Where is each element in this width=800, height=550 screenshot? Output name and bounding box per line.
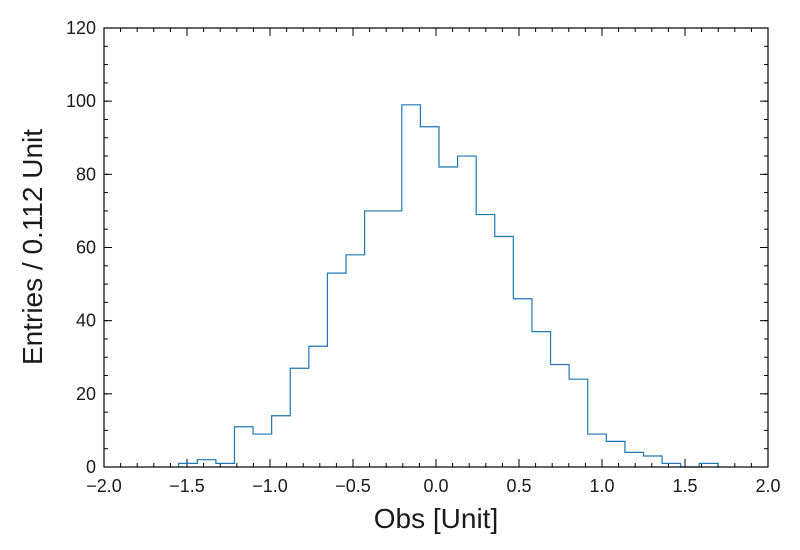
- y-tick-label: 40: [76, 311, 96, 331]
- x-tick-label: 0.0: [423, 476, 448, 496]
- x-tick-label: 2.0: [755, 476, 780, 496]
- x-tick-label: −1.5: [169, 476, 205, 496]
- x-tick-label: −1.0: [252, 476, 288, 496]
- x-tick-labels: −2.0 −1.5 −1.0 −0.5 0.0 0.5 1.0 1.5 2.0: [86, 476, 780, 496]
- plot-area: [104, 28, 768, 467]
- y-tick-labels: 0 20 40 60 80 100 120: [66, 18, 96, 477]
- y-tick-label: 120: [66, 18, 96, 38]
- x-tick-label: 0.5: [506, 476, 531, 496]
- x-axis-title: Obs [Unit]: [374, 503, 498, 534]
- x-tick-label: −2.0: [86, 476, 122, 496]
- x-tick-label: −0.5: [335, 476, 371, 496]
- y-tick-label: 100: [66, 91, 96, 111]
- y-tick-label: 60: [76, 238, 96, 258]
- y-tick-label: 20: [76, 384, 96, 404]
- x-tick-label: 1.5: [672, 476, 697, 496]
- y-tick-label: 80: [76, 164, 96, 184]
- y-tick-label: 0: [86, 457, 96, 477]
- x-tick-label: 1.0: [589, 476, 614, 496]
- plot-frame: [103, 27, 769, 468]
- histogram-series: [178, 104, 719, 468]
- y-axis-title: Entries / 0.112 Unit: [17, 129, 48, 365]
